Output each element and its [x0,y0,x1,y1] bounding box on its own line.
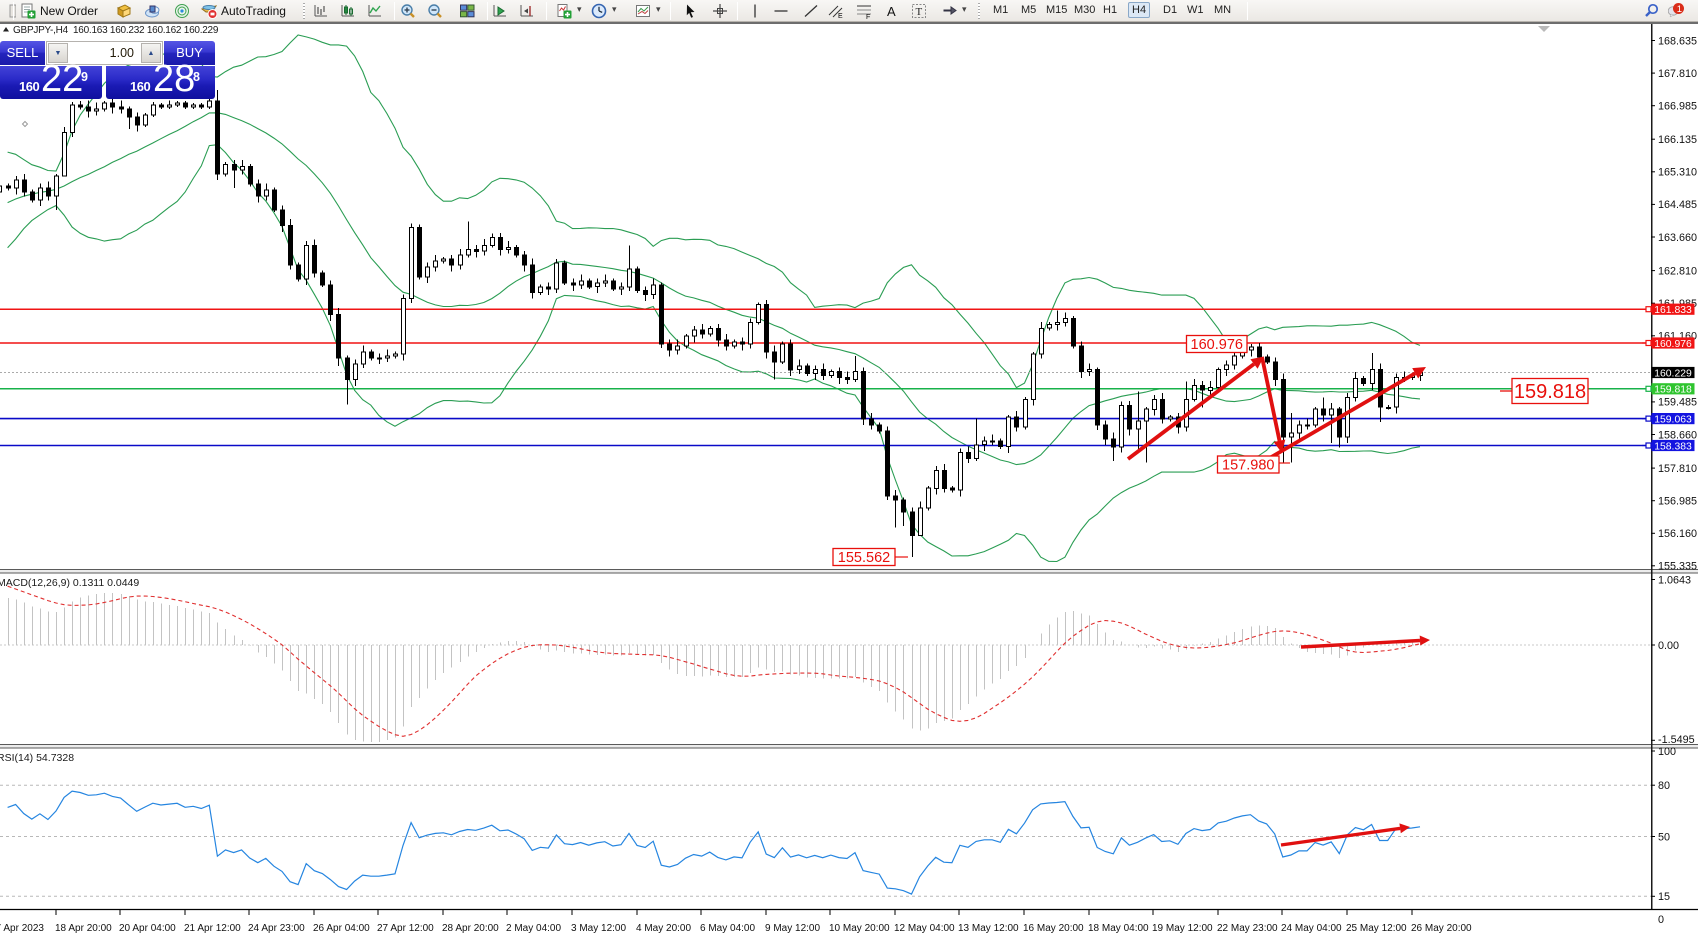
svg-text:164.485: 164.485 [1658,199,1697,211]
svg-text:28 Apr 20:00: 28 Apr 20:00 [442,923,499,933]
svg-text:155.335: 155.335 [1658,561,1697,573]
svg-text:24 May 04:00: 24 May 04:00 [1281,923,1342,933]
svg-text:160.976: 160.976 [1191,337,1243,353]
svg-text:165.310: 165.310 [1658,167,1697,179]
svg-text:15: 15 [1658,891,1670,903]
svg-text:159.485: 159.485 [1658,397,1697,409]
svg-text:167.810: 167.810 [1658,68,1697,80]
svg-text:RSI(14) 54.7328: RSI(14) 54.7328 [0,752,74,764]
svg-text:156.160: 156.160 [1658,528,1697,540]
svg-text:26 May 20:00: 26 May 20:00 [1411,923,1472,933]
svg-text:27 Apr 12:00: 27 Apr 12:00 [377,923,434,933]
svg-text:162.810: 162.810 [1658,265,1697,277]
svg-text:10 May 20:00: 10 May 20:00 [829,923,890,933]
svg-text:F: F [866,14,870,19]
svg-text:80: 80 [1658,780,1670,792]
svg-text:1: 1 [1677,4,1682,15]
svg-text:155.562: 155.562 [838,550,890,566]
svg-text:4 May 20:00: 4 May 20:00 [636,923,691,933]
svg-text:161.833: 161.833 [1654,305,1692,316]
svg-text:168.635: 168.635 [1658,35,1697,47]
svg-text:157.810: 157.810 [1658,463,1697,475]
svg-text:2 May 04:00: 2 May 04:00 [506,923,561,933]
svg-text:26 Apr 04:00: 26 Apr 04:00 [313,923,370,933]
svg-text:13 May 12:00: 13 May 12:00 [958,923,1019,933]
svg-text:9 May 12:00: 9 May 12:00 [765,923,820,933]
svg-text:16 May 20:00: 16 May 20:00 [1023,923,1084,933]
svg-text:T: T [916,6,923,18]
svg-text:6 May 04:00: 6 May 04:00 [700,923,755,933]
svg-text:157.980: 157.980 [1222,458,1274,474]
svg-text:19 May 12:00: 19 May 12:00 [1152,923,1213,933]
svg-text:160.229: 160.229 [1654,368,1692,379]
svg-text:50: 50 [1658,831,1670,843]
svg-text:159.818: 159.818 [1514,381,1586,403]
svg-text:158.383: 158.383 [1654,441,1692,452]
svg-text:E: E [838,13,843,19]
svg-text:25 May 12:00: 25 May 12:00 [1346,923,1407,933]
svg-text:24 Apr 23:00: 24 Apr 23:00 [248,923,305,933]
svg-text:166.985: 166.985 [1658,101,1697,113]
svg-text:0.00: 0.00 [1658,640,1679,652]
svg-text:3 May 12:00: 3 May 12:00 [571,923,626,933]
svg-text:160.976: 160.976 [1654,339,1692,350]
svg-text:156.985: 156.985 [1658,496,1697,508]
svg-text:0: 0 [1658,914,1664,926]
svg-text:18 May 04:00: 18 May 04:00 [1088,923,1149,933]
svg-text:166.135: 166.135 [1658,134,1697,146]
svg-text:22 May 23:00: 22 May 23:00 [1217,923,1278,933]
svg-text:159.818: 159.818 [1654,385,1692,396]
svg-text:159.063: 159.063 [1654,414,1692,425]
svg-text:100: 100 [1658,746,1676,758]
svg-text:20 Apr 04:00: 20 Apr 04:00 [119,923,176,933]
svg-text:18 Apr 20:00: 18 Apr 20:00 [55,923,112,933]
svg-text:12 May 04:00: 12 May 04:00 [894,923,955,933]
svg-text:MACD(12,26,9) 0.1311 0.0449: MACD(12,26,9) 0.1311 0.0449 [0,577,139,589]
svg-text:1.0643: 1.0643 [1658,574,1691,586]
svg-text:GBPJPY-,H4 160.163 160.232 16: GBPJPY-,H4 160.163 160.232 160.162 160.2… [13,25,219,36]
svg-text:-1.5495: -1.5495 [1658,734,1695,746]
svg-text:17 Apr 2023: 17 Apr 2023 [0,923,44,933]
svg-text:163.660: 163.660 [1658,232,1697,244]
svg-text:21 Apr 12:00: 21 Apr 12:00 [184,923,241,933]
svg-text:158.660: 158.660 [1658,429,1697,441]
